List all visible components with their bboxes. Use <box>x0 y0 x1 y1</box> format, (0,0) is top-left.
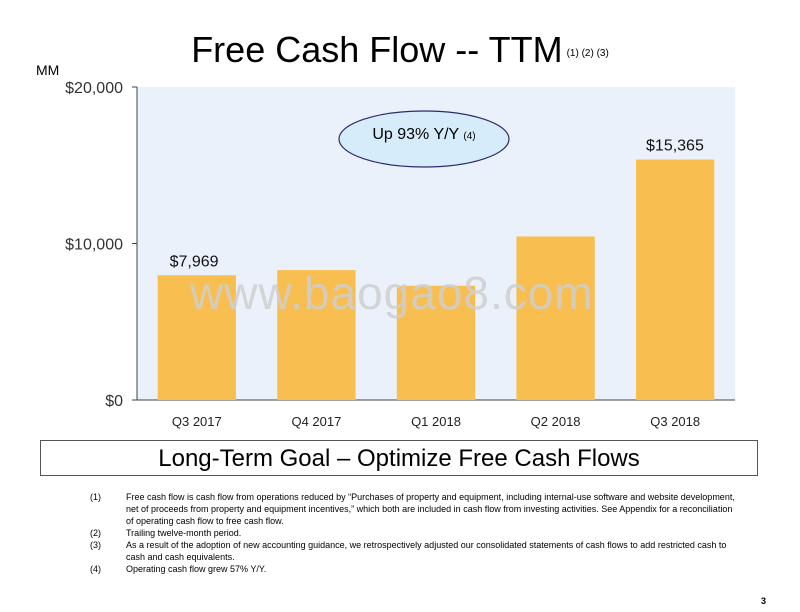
x-tick-label: Q4 2017 <box>291 414 341 429</box>
bar-q3-2017 <box>157 275 236 400</box>
footnote-text: As a result of the adoption of new accou… <box>126 540 727 562</box>
footnote-number: (1) <box>90 492 101 502</box>
x-tick-label: Q3 2017 <box>172 414 222 429</box>
title-footnote-refs: (1) (2) (3) <box>566 48 609 59</box>
footnote-item: (2) Trailing twelve-month period. <box>90 527 740 539</box>
bar-q1-2018 <box>396 285 476 400</box>
callout-label: Up 93% Y/Y (4) <box>340 126 508 144</box>
footnote-text: Operating cash flow grew 57% Y/Y. <box>126 564 267 574</box>
footnote-number: (2) <box>90 528 101 538</box>
y-tick-label: $0 <box>105 393 123 410</box>
chart-title: Free Cash Flow -- TTM (1) (2) (3) <box>0 28 800 76</box>
x-tick-label: Q2 2018 <box>531 414 581 429</box>
footnote-text: Trailing twelve-month period. <box>126 528 242 538</box>
footnote-number: (4) <box>90 564 101 574</box>
watermark-text: www.baogao8.com <box>190 267 594 319</box>
bar-q2-2018 <box>516 236 595 400</box>
footnote-text: Free cash flow is cash flow from operati… <box>126 492 735 526</box>
footnote-number: (3) <box>90 540 101 550</box>
goal-banner: Long-Term Goal – Optimize Free Cash Flow… <box>40 440 758 476</box>
bar-chart: $0 $10,000 $20,000 Q3 2017 Q4 2017 Q1 2018 Q2… <box>65 80 735 429</box>
x-tick-label: Q1 2018 <box>411 414 461 429</box>
footnote-item: (4) Operating cash flow grew 57% Y/Y. <box>90 563 740 575</box>
y-tick-label: $20,000 <box>65 80 123 97</box>
callout-text: Up 93% Y/Y <box>372 126 459 143</box>
unit-label: MM <box>36 62 60 78</box>
y-tick-label: $10,000 <box>65 237 123 254</box>
data-label: $7,969 <box>170 253 219 270</box>
footnotes: (1) Free cash flow is cash flow from ope… <box>90 491 740 575</box>
data-label: $15,365 <box>646 138 704 155</box>
footnote-item: (3) As a result of the adoption of new a… <box>90 539 740 563</box>
callout-footnote-ref: (4) <box>463 131 476 142</box>
footnote-item: (1) Free cash flow is cash flow from ope… <box>90 491 740 527</box>
bar-q3-2018 <box>636 159 715 400</box>
title-text: Free Cash Flow -- TTM <box>191 29 563 70</box>
bar-q4-2017 <box>277 270 356 400</box>
page-number: 3 <box>760 596 766 606</box>
x-tick-label: Q3 2018 <box>650 414 700 429</box>
callout-bubble <box>338 110 510 168</box>
